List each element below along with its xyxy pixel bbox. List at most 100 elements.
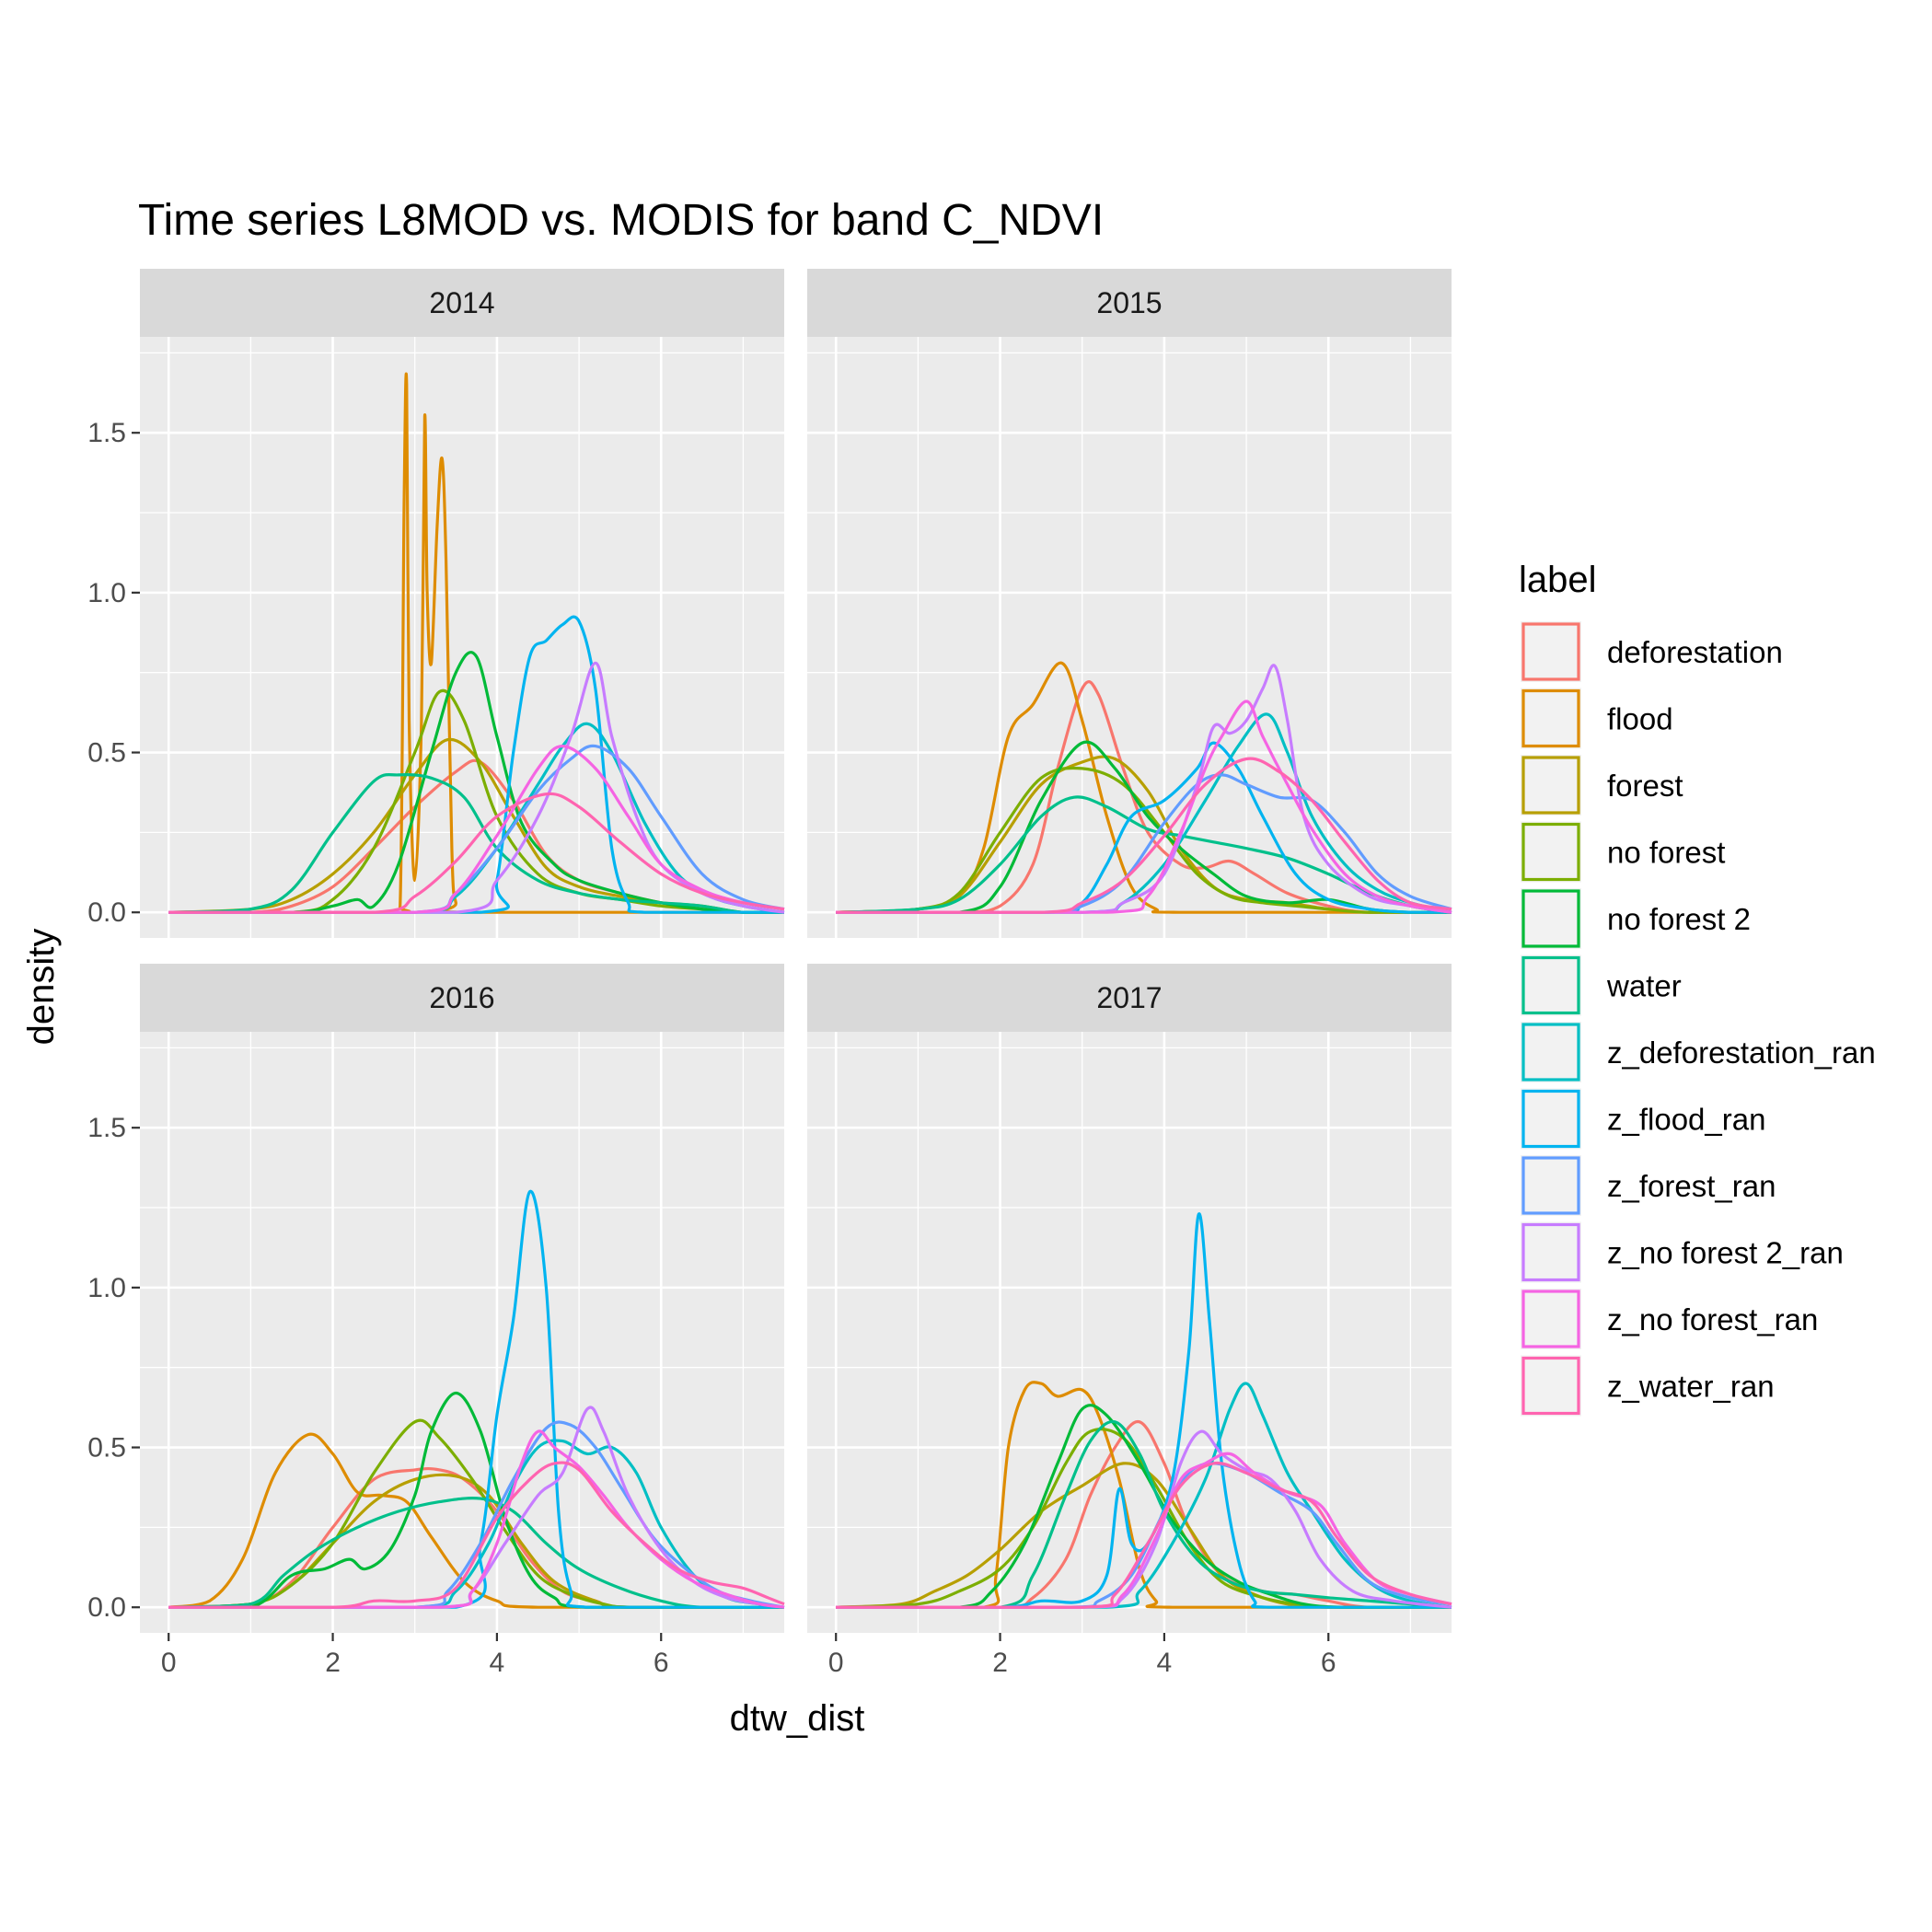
panel-background	[807, 1032, 1452, 1633]
legend-key	[1521, 1023, 1580, 1082]
legend-key	[1521, 622, 1580, 681]
density-line-z-flood-ran	[168, 615, 784, 914]
legend-item-flood: flood	[1521, 688, 1673, 749]
legend-label: z_flood_ran	[1607, 1103, 1765, 1137]
density-line-z-water-ran	[168, 1461, 785, 1609]
legend-label: z_no forest 2_ran	[1607, 1236, 1844, 1270]
density-line-z-no-forest-ran	[168, 1429, 785, 1609]
panel-strip-label: 2016	[429, 981, 494, 1014]
panel-strip-label: 2015	[1096, 286, 1162, 319]
legend: label deforestation flood forest no forest n…	[1519, 560, 1876, 1417]
panel-background	[140, 1032, 784, 1633]
panel-series	[836, 1212, 1452, 1609]
density-line-z-no-forest-ran	[836, 700, 1452, 914]
legend-item-z-flood-ran: z_flood_ran	[1521, 1088, 1765, 1150]
density-line-z-flood-ran	[168, 1189, 784, 1609]
legend-key	[1521, 1089, 1580, 1149]
panel-2016: 2016 0.0 0.5 1.0 1.5 0 2 4 6	[87, 964, 785, 1678]
legend-key-bg	[1521, 621, 1581, 682]
x-tick-label: 6	[654, 1648, 669, 1678]
panel-grid	[140, 1032, 784, 1633]
density-line-z-water-ran	[836, 1461, 1452, 1609]
legend-label: forest	[1607, 769, 1683, 803]
legend-key-bg	[1521, 1221, 1581, 1283]
legend-label: water	[1606, 969, 1682, 1003]
y-tick-label: 0.0	[87, 1592, 126, 1623]
x-tick-label: 6	[1321, 1648, 1336, 1678]
legend-label: no forest	[1607, 836, 1725, 870]
legend-label: z_forest_ran	[1607, 1169, 1776, 1203]
density-line-no-forest	[168, 1418, 784, 1609]
density-line-flood	[168, 372, 784, 914]
panel-series	[168, 1189, 785, 1609]
legend-key-bg	[1521, 1355, 1581, 1417]
legend-item-z-no-forest-2-ran: z_no forest 2_ran	[1521, 1221, 1844, 1283]
density-line-z-flood-ran	[836, 1212, 1452, 1609]
density-line-water	[168, 772, 784, 914]
legend-key	[1521, 955, 1580, 1015]
legend-key-bg	[1521, 1088, 1581, 1150]
legend-key	[1521, 688, 1580, 748]
y-tick-label: 1.5	[87, 1113, 126, 1143]
panel-strip	[140, 964, 784, 1032]
density-line-z-no-forest-ran	[168, 745, 785, 914]
panel-2014: 2014 0.0 0.5 1.0 1.5	[87, 269, 785, 938]
legend-key-bg	[1521, 821, 1581, 883]
panel-grid	[807, 1032, 1452, 1633]
legend-item-z-no-forest-ran: z_no forest_ran	[1521, 1289, 1818, 1349]
density-line-z-no-forest-ran	[836, 1452, 1452, 1609]
panel-strip	[807, 269, 1452, 337]
legend-key-bg	[1521, 755, 1581, 816]
density-line-deforestation	[836, 1420, 1452, 1609]
y-axis-title: density	[21, 929, 62, 1046]
y-tick-label: 1.0	[87, 578, 126, 608]
density-line-no-forest	[168, 688, 784, 914]
chart-title: Time series L8MOD vs. MODIS for band C_N…	[138, 196, 1104, 245]
density-line-no-forest-2	[836, 740, 1452, 914]
legend-key	[1521, 1290, 1580, 1348]
legend-label: flood	[1607, 702, 1673, 736]
legend-item-z-forest-ran: z_forest_ran	[1521, 1155, 1776, 1216]
legend-key	[1521, 822, 1580, 882]
density-line-flood	[836, 1381, 1452, 1609]
legend-key	[1521, 1222, 1580, 1282]
x-tick-label: 2	[325, 1648, 341, 1678]
legend-label: no forest 2	[1607, 902, 1751, 936]
legend-item-z-deforestation-ran: z_deforestation_ran	[1521, 1022, 1876, 1082]
legend-item-no-forest: no forest	[1521, 821, 1725, 883]
density-line-z-water-ran	[836, 757, 1452, 914]
density-line-z-no-forest-2-ran	[836, 664, 1452, 914]
legend-label: deforestation	[1607, 635, 1783, 669]
legend-key-bg	[1521, 1022, 1581, 1082]
y-tick-label: 0.5	[87, 1433, 126, 1463]
panel-strip-label: 2014	[429, 286, 494, 319]
x-tick-label: 4	[490, 1648, 505, 1678]
y-tick-label: 0.5	[87, 738, 126, 769]
y-tick-label: 1.5	[87, 418, 126, 448]
panel-series	[168, 372, 785, 914]
x-tick-label: 0	[161, 1648, 177, 1678]
density-line-no-forest-2	[836, 1404, 1452, 1609]
x-tick-label: 0	[828, 1648, 844, 1678]
y-tick-label: 1.0	[87, 1273, 126, 1303]
legend-item-water: water	[1521, 954, 1682, 1016]
x-tick-label: 2	[992, 1648, 1008, 1678]
legend-label: z_water_ran	[1607, 1370, 1775, 1404]
density-line-water	[168, 1497, 784, 1609]
legend-item-no-forest-2: no forest 2	[1521, 888, 1751, 949]
panel-2017: 2017 0 2 4 6	[807, 964, 1452, 1678]
panel-strip-label: 2017	[1096, 981, 1162, 1014]
legend-label: z_deforestation_ran	[1607, 1035, 1876, 1070]
legend-items: deforestation flood forest no forest no fore…	[1521, 621, 1876, 1417]
density-line-deforestation	[836, 680, 1452, 914]
legend-key	[1521, 756, 1580, 815]
legend-key	[1521, 889, 1580, 948]
legend-label: z_no forest_ran	[1607, 1302, 1818, 1336]
panel-series	[836, 661, 1452, 914]
y-tick-label: 0.0	[87, 897, 126, 928]
legend-item-forest: forest	[1521, 755, 1683, 816]
legend-item-z-water-ran: z_water_ran	[1521, 1355, 1775, 1417]
legend-key-bg	[1521, 954, 1581, 1016]
panel-background	[807, 337, 1452, 938]
